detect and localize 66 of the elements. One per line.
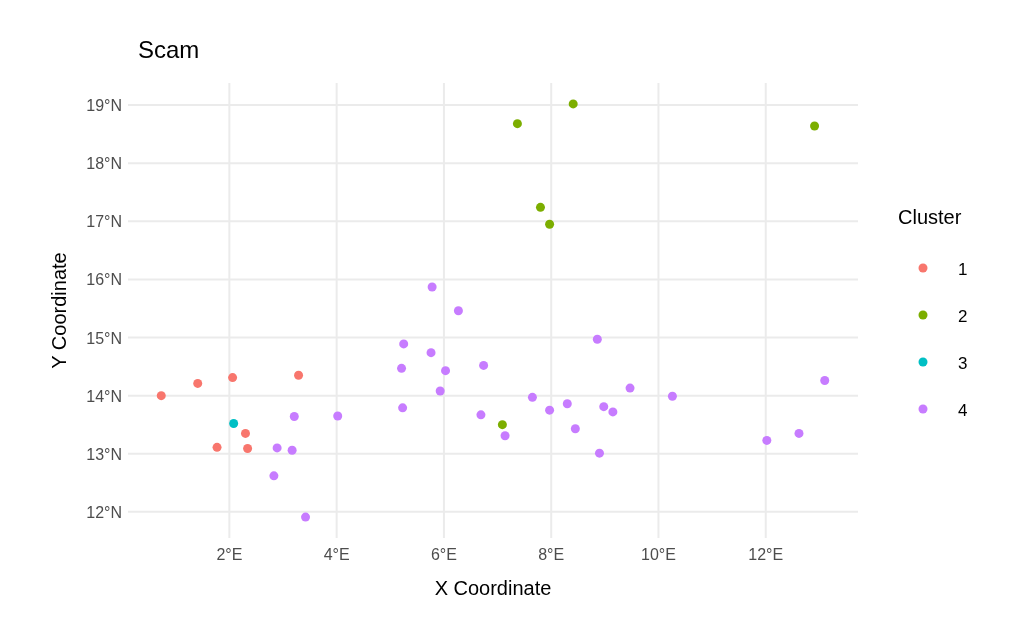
legend-label: 2	[958, 307, 968, 326]
y-tick-label: 18°N	[86, 155, 122, 173]
point	[398, 403, 408, 413]
y-tick-label: 17°N	[86, 213, 122, 231]
y-tick-label: 14°N	[86, 387, 122, 405]
chart-title: Scam	[138, 36, 200, 63]
y-axis-title: Y Coordinate	[48, 252, 70, 369]
point	[562, 399, 572, 409]
point	[399, 339, 409, 349]
point	[608, 407, 618, 417]
point	[287, 445, 297, 455]
point	[570, 424, 580, 434]
y-tick-label: 19°N	[86, 97, 122, 115]
point	[333, 411, 343, 421]
legend-title: Cluster	[898, 206, 962, 228]
point	[289, 412, 299, 422]
point	[426, 348, 436, 358]
point	[229, 419, 239, 429]
point	[479, 360, 489, 370]
point	[599, 402, 609, 412]
y-tick-label: 12°N	[86, 503, 122, 521]
x-tick-label: 4°E	[323, 546, 350, 563]
x-tick-label: 6°E	[430, 546, 457, 563]
point	[272, 443, 282, 453]
point	[193, 378, 203, 388]
point	[762, 435, 772, 445]
point	[228, 373, 238, 383]
point	[243, 444, 253, 454]
point	[427, 282, 437, 292]
point	[435, 386, 445, 396]
point	[512, 119, 522, 129]
point	[667, 391, 677, 401]
point	[156, 391, 166, 401]
point	[810, 121, 820, 131]
point	[212, 442, 222, 452]
y-tick-label: 15°N	[86, 329, 122, 347]
point	[269, 471, 279, 481]
point	[592, 334, 602, 344]
point	[625, 383, 635, 393]
legend-label: 3	[958, 354, 968, 373]
point	[453, 306, 463, 316]
legend-label: 1	[958, 260, 968, 279]
point	[500, 431, 510, 441]
point	[545, 219, 555, 229]
x-tick-label: 2°E	[216, 546, 243, 563]
x-tick-label: 8°E	[538, 546, 565, 563]
point	[820, 376, 830, 386]
point	[568, 99, 578, 109]
legend-label: 4	[958, 401, 968, 420]
y-tick-label: 16°N	[86, 271, 122, 289]
point	[545, 405, 555, 415]
point	[497, 420, 507, 430]
point	[397, 363, 407, 373]
point	[594, 448, 604, 458]
x-tick-label: 12°E	[748, 546, 784, 563]
point	[527, 392, 537, 402]
point	[240, 428, 250, 438]
y-tick-label: 13°N	[86, 445, 122, 463]
x-axis-title: X Coordinate	[434, 577, 552, 599]
point	[476, 410, 486, 420]
point	[794, 428, 804, 438]
x-tick-label: 10°E	[641, 546, 676, 563]
point	[294, 370, 304, 380]
point	[301, 512, 311, 522]
point	[441, 366, 451, 376]
point	[535, 202, 545, 212]
